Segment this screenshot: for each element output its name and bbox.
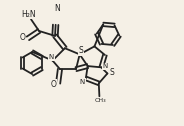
Text: S: S [110,68,114,77]
Text: N: N [80,79,85,85]
Text: H₂N: H₂N [21,10,36,19]
Text: O: O [51,80,57,89]
Text: O: O [20,33,26,42]
Text: N: N [54,4,60,13]
Text: N: N [49,54,54,60]
Text: N: N [102,63,108,69]
Text: CH₃: CH₃ [94,98,106,103]
Text: S: S [79,46,83,55]
